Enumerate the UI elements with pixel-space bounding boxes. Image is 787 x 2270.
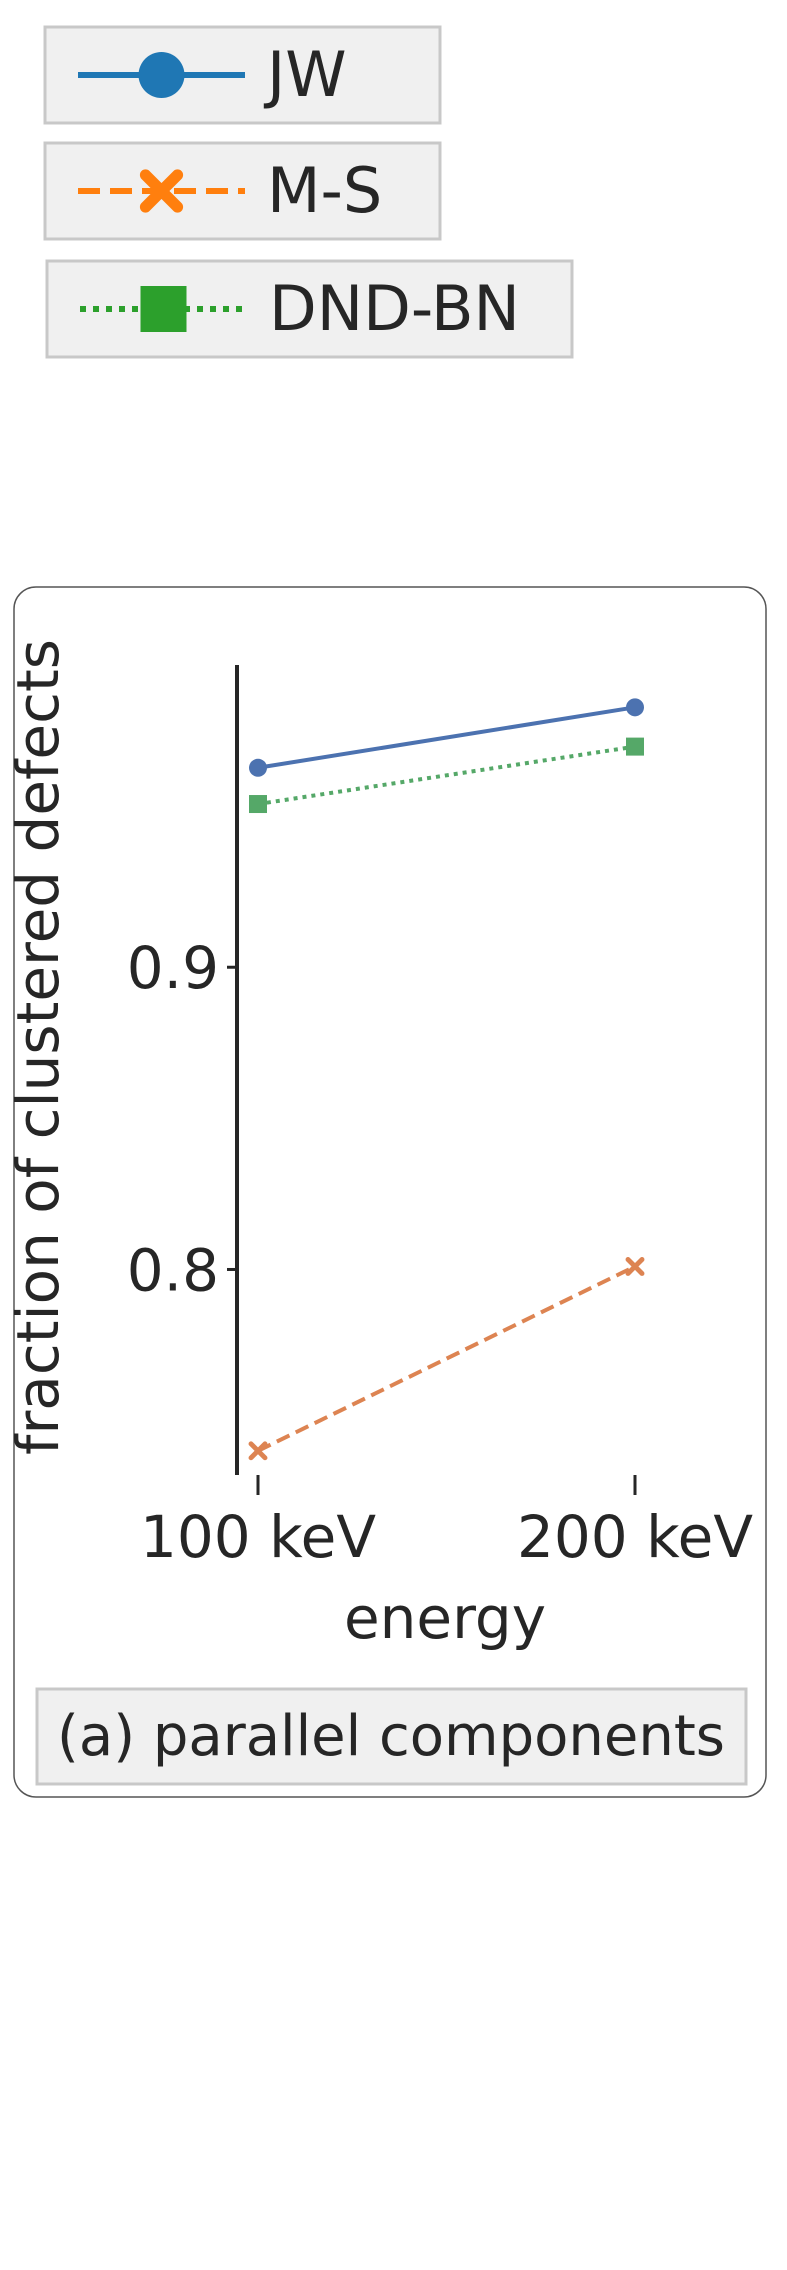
y-tick-label: 0.9 <box>127 934 219 1002</box>
data-point <box>626 698 644 717</box>
plot-area: 0.8 0.9 100 keV 200 keV <box>127 665 753 1571</box>
subplot-caption-box <box>35 1687 748 1786</box>
series-line <box>257 705 636 770</box>
series-line <box>257 1264 636 1453</box>
legend-item-dnd-bn: DND-BN <box>45 259 574 359</box>
data-point <box>248 1441 268 1461</box>
legend-marker-x <box>139 169 184 213</box>
legend-marker-circle <box>138 52 185 98</box>
subplot-caption: (a) parallel components <box>57 1704 725 1769</box>
legend-label: DND-BN <box>269 272 520 345</box>
legend-label: JW <box>263 38 347 111</box>
data-point <box>625 1257 645 1276</box>
legend-item-jw: JW <box>43 25 442 125</box>
data-point <box>249 758 267 777</box>
legend-label: M-S <box>267 154 382 227</box>
x-tick-label: 200 keV <box>517 1503 753 1571</box>
data-point <box>626 737 644 756</box>
data-point <box>249 795 267 814</box>
legend: JW M-S DND-BN <box>43 25 574 359</box>
y-axis-label: fraction of clustered defects <box>4 639 72 1455</box>
series-line <box>257 744 636 807</box>
legend-marker-square <box>140 286 187 332</box>
series-dnd-bn <box>249 737 644 814</box>
subplot-frame <box>13 586 767 1798</box>
series-m-s <box>248 1257 645 1461</box>
series-jw <box>249 698 644 777</box>
y-tick-label: 0.8 <box>127 1236 219 1304</box>
legend-item-m-s: M-S <box>43 141 442 241</box>
x-tick-label: 100 keV <box>140 1503 376 1571</box>
x-axis-label: energy <box>344 1584 546 1652</box>
